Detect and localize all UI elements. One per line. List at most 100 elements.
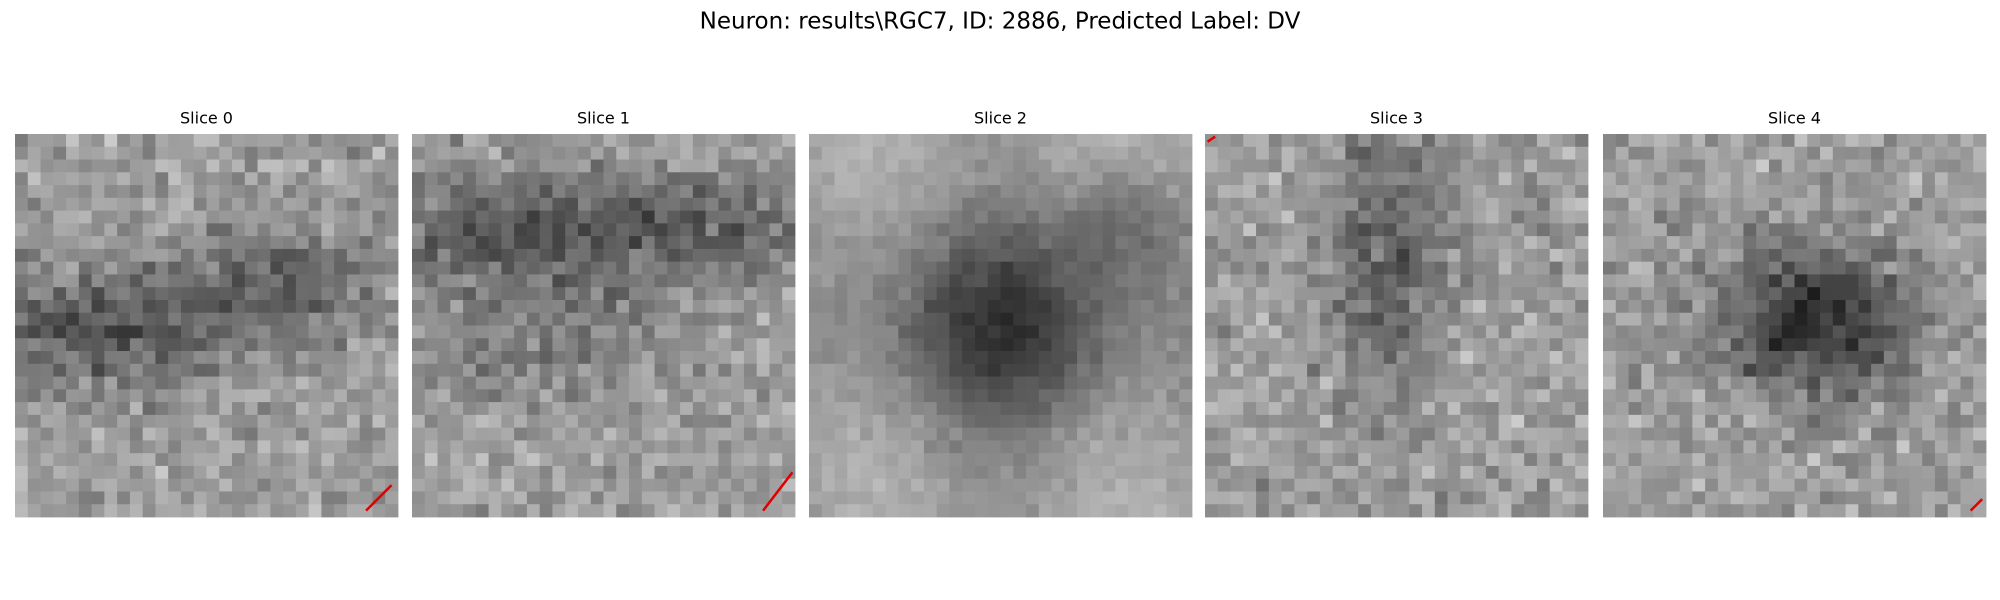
pixel <box>923 338 938 352</box>
pixel <box>1447 312 1461 326</box>
pixel <box>1217 197 1231 211</box>
pixel <box>1615 236 1629 250</box>
pixel <box>1871 338 1885 352</box>
pixel <box>1717 389 1732 403</box>
pixel <box>1205 274 1219 288</box>
pixel <box>1549 134 1563 148</box>
pixel <box>1498 210 1512 224</box>
pixel <box>1128 376 1142 390</box>
pixel <box>743 134 758 148</box>
pixel <box>936 248 950 263</box>
pixel <box>1794 376 1808 390</box>
pixel <box>1268 274 1282 288</box>
pixel <box>1922 402 1936 416</box>
pixel <box>1038 440 1052 454</box>
pixel <box>1883 325 1898 339</box>
pixel <box>1820 210 1834 224</box>
pixel <box>872 185 886 199</box>
pixel <box>1383 504 1397 518</box>
pixel <box>1345 223 1359 237</box>
pixel <box>1947 427 1961 441</box>
pixel <box>1498 427 1512 441</box>
pixel <box>91 261 105 275</box>
pixel <box>1396 478 1410 492</box>
pixel <box>718 491 732 505</box>
pixel <box>1524 389 1538 403</box>
pixel <box>270 236 284 250</box>
pixel <box>539 197 553 211</box>
pixel <box>450 248 464 263</box>
pixel <box>1641 491 1655 505</box>
pixel <box>1434 351 1448 365</box>
pixel <box>257 402 271 416</box>
pixel <box>1460 185 1474 199</box>
pixel <box>1370 299 1385 314</box>
pixel <box>1077 236 1091 250</box>
pixel <box>1217 478 1231 492</box>
pixel <box>1679 440 1693 454</box>
pixel <box>15 197 29 211</box>
pixel <box>142 172 156 186</box>
pixel <box>488 427 502 441</box>
pixel <box>193 312 207 326</box>
pixel <box>552 312 566 326</box>
pixel <box>680 210 694 224</box>
pixel <box>552 351 566 365</box>
pixel <box>1319 159 1334 173</box>
pixel <box>1166 376 1180 390</box>
pixel <box>463 351 477 365</box>
pixel <box>1026 478 1040 492</box>
pixel <box>1383 210 1397 224</box>
pixel <box>232 389 246 403</box>
pixel <box>616 312 630 326</box>
pixel <box>1205 440 1219 454</box>
pixel <box>872 197 886 211</box>
pixel <box>872 172 886 186</box>
pixel <box>1485 351 1500 365</box>
pixel <box>424 338 438 352</box>
panel-title: Slice 1 <box>577 109 630 128</box>
pixel <box>603 223 617 237</box>
pixel <box>424 453 438 467</box>
pixel <box>1756 465 1770 480</box>
pixel <box>1370 185 1385 199</box>
pixel <box>1102 325 1116 339</box>
pixel <box>1575 440 1589 454</box>
pixel <box>91 172 105 186</box>
pixel <box>1603 172 1617 186</box>
pixel <box>1460 248 1474 263</box>
pixel <box>577 402 592 416</box>
pixel <box>1973 325 1987 339</box>
pixel <box>911 389 925 403</box>
pixel <box>514 223 528 237</box>
pixel <box>308 312 322 326</box>
pixel <box>372 465 386 480</box>
pixel <box>142 351 156 365</box>
pixel <box>936 402 950 416</box>
pixel <box>923 159 938 173</box>
pixel <box>1409 351 1423 365</box>
pixel <box>1909 465 1923 480</box>
pixel <box>1485 389 1500 403</box>
pixel <box>295 453 310 467</box>
pixel <box>1102 414 1116 429</box>
pixel <box>898 504 912 518</box>
pixel <box>1319 453 1334 467</box>
pixel <box>155 504 169 518</box>
pixel <box>923 261 938 275</box>
pixel <box>1358 236 1372 250</box>
pixel <box>949 414 963 429</box>
pixel <box>1845 236 1859 250</box>
pixel <box>1947 389 1961 403</box>
pixel <box>385 197 399 211</box>
pixel <box>15 236 29 250</box>
pixel <box>1692 159 1706 173</box>
pixel <box>936 312 950 326</box>
pixel <box>168 287 182 301</box>
pixel <box>1038 287 1052 301</box>
pixel <box>295 223 310 237</box>
pixel <box>1102 172 1116 186</box>
pixel <box>1460 414 1474 429</box>
pixel <box>346 185 361 199</box>
pixel <box>949 453 963 467</box>
